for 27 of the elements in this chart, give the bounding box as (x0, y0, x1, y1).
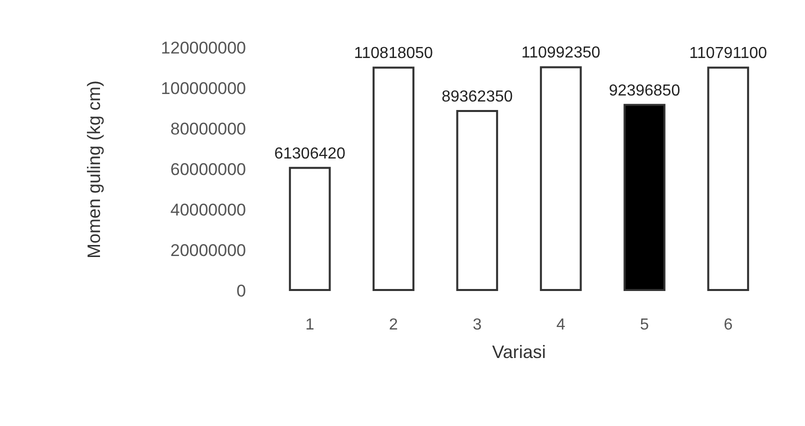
data-label: 110791100 (689, 45, 768, 62)
y-tick-label: 100000000 (160, 79, 246, 98)
data-label: 110818050 (354, 45, 434, 62)
data-label: 61306420 (274, 145, 346, 162)
y-tick-label: 40000000 (170, 200, 246, 220)
x-axis-title: Variasi (492, 342, 546, 362)
bar (624, 104, 666, 291)
y-tick-label: 20000000 (170, 241, 246, 260)
data-label: 89362350 (442, 88, 513, 106)
y-tick-label: 0 (236, 282, 246, 300)
x-tick-label: 4 (556, 316, 566, 334)
data-label: 92396850 (608, 82, 680, 100)
bar (372, 66, 414, 291)
x-tick-label: 3 (472, 316, 482, 334)
bar (707, 66, 750, 291)
bar (288, 166, 331, 291)
y-tick-label: 120000000 (160, 38, 246, 58)
x-tick-label: 2 (389, 316, 398, 334)
bar (456, 110, 498, 291)
x-tick-label: 5 (640, 316, 650, 334)
y-axis-title: Momen guling (kg cm) (84, 80, 104, 259)
x-tick-label: 1 (305, 316, 314, 334)
y-tick-label: 60000000 (170, 160, 246, 179)
x-tick-label: 6 (724, 316, 733, 334)
y-tick-label: 80000000 (170, 120, 246, 138)
bar (540, 66, 582, 291)
data-label: 110992350 (521, 44, 600, 62)
